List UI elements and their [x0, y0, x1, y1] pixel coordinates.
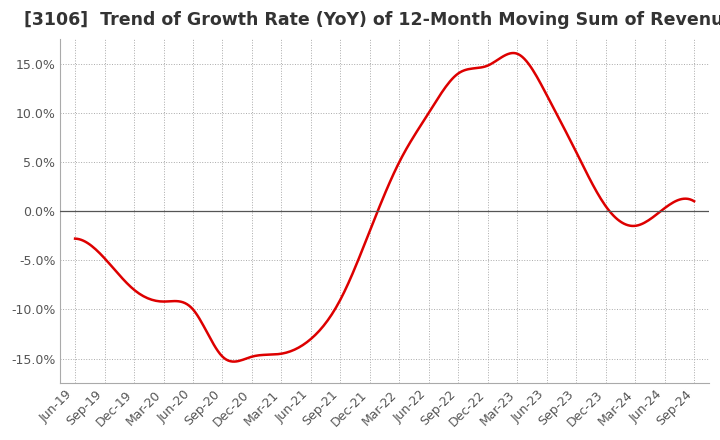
Title: [3106]  Trend of Growth Rate (YoY) of 12-Month Moving Sum of Revenues: [3106] Trend of Growth Rate (YoY) of 12-… [24, 11, 720, 29]
